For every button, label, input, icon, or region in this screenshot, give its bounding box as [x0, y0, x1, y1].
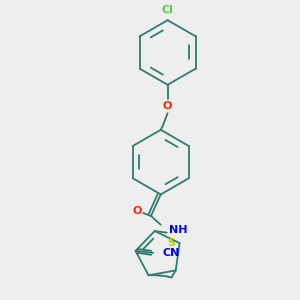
Text: O: O: [163, 101, 172, 111]
Text: S: S: [168, 238, 176, 248]
Text: Cl: Cl: [162, 5, 174, 15]
Text: NH: NH: [169, 225, 187, 235]
Text: CN: CN: [163, 248, 180, 258]
Text: O: O: [133, 206, 142, 216]
